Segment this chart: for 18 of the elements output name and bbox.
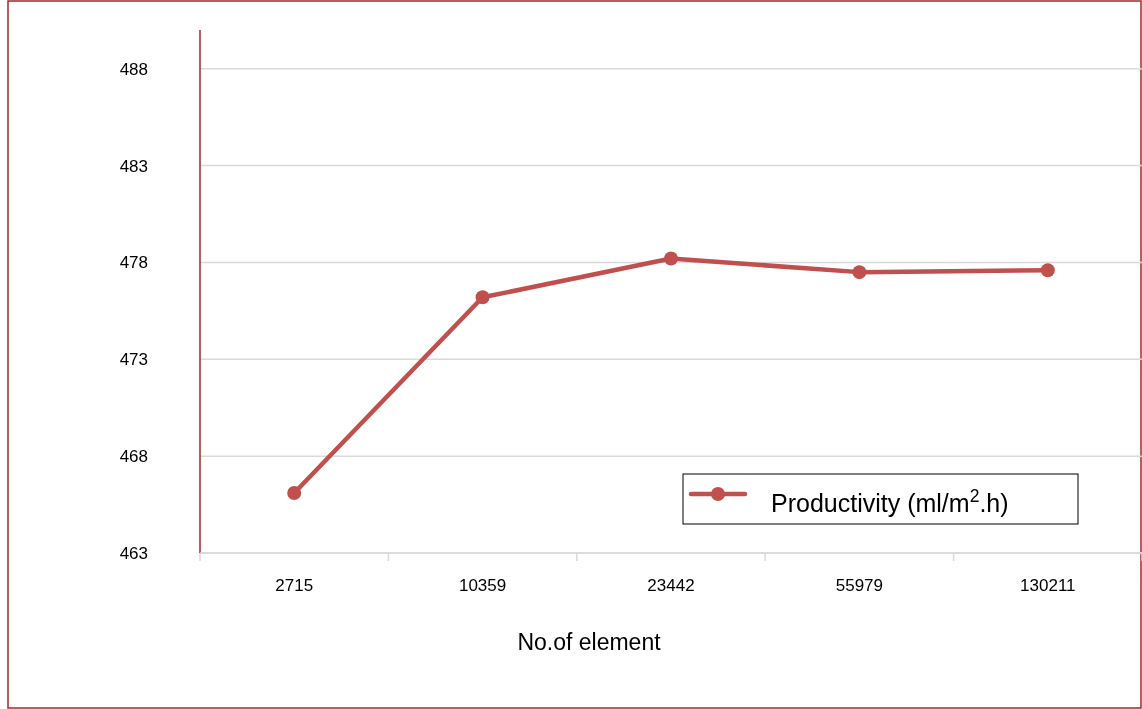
y-tick-label: 478 (119, 253, 148, 273)
legend-label: Productivity (ml/m$^{2}$.h) (771, 486, 1009, 517)
x-tick-label: 2715 (275, 576, 314, 595)
point (287, 485, 302, 500)
point (664, 251, 678, 266)
y-tick-label: 463 (119, 543, 148, 563)
x-axis-title: No.of element (517, 629, 662, 655)
point (852, 265, 867, 280)
point (1040, 263, 1055, 278)
x-tick-label: 55979 (835, 576, 884, 595)
y-tick-label: 488 (119, 59, 148, 79)
point (475, 290, 490, 305)
x-tick-label: 23442 (647, 576, 695, 595)
y-tick-label: 468 (119, 447, 148, 467)
y-tick-label: 483 (119, 156, 148, 176)
x-tick-label: 10359 (458, 576, 507, 595)
x-tick-label: 130211 (1020, 576, 1076, 595)
y-tick-label: 473 (119, 350, 148, 370)
